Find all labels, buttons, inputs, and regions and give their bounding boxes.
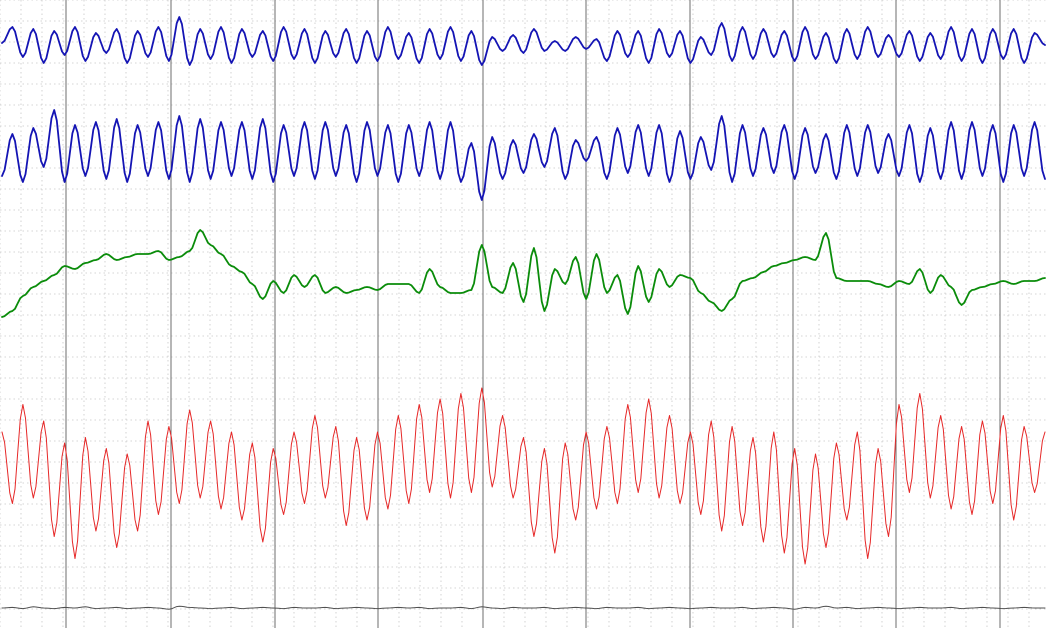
series-line-channel-2 <box>1 109 1046 201</box>
trace-area <box>1 16 1046 610</box>
series-line-channel-5 <box>1 605 1046 610</box>
series-line-channel-1 <box>1 16 1046 66</box>
series-line-channel-3 <box>1 229 1046 318</box>
series-line-channel-4 <box>1 387 1046 565</box>
